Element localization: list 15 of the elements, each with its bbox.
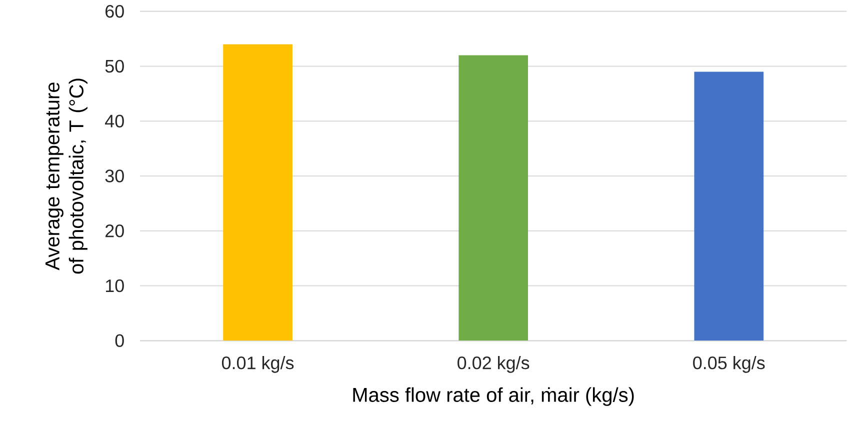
- y-tick-label: 60: [106, 4, 124, 18]
- x-axis-title: Mass flow rate of air, ṁair (kg/s): [353, 387, 634, 406]
- bar: [458, 55, 528, 341]
- x-tick-label: 0.02 kg/s: [458, 356, 530, 373]
- x-tick-label: 0.01 kg/s: [222, 356, 294, 373]
- x-tick-label: 0.05 kg/s: [693, 356, 765, 373]
- y-tick-label: 50: [105, 60, 124, 73]
- y-tick-label: 30: [105, 170, 124, 182]
- y-tick-label: 10: [106, 279, 124, 292]
- y-tick-label: 40: [105, 114, 124, 128]
- y-axis-title: Average temperature of photovoltaic, T (°C): [46, 78, 88, 274]
- y-tick-label: 0: [115, 334, 124, 348]
- bar: [223, 44, 292, 341]
- y-tick-label: 20: [106, 224, 124, 238]
- bar: [694, 72, 764, 341]
